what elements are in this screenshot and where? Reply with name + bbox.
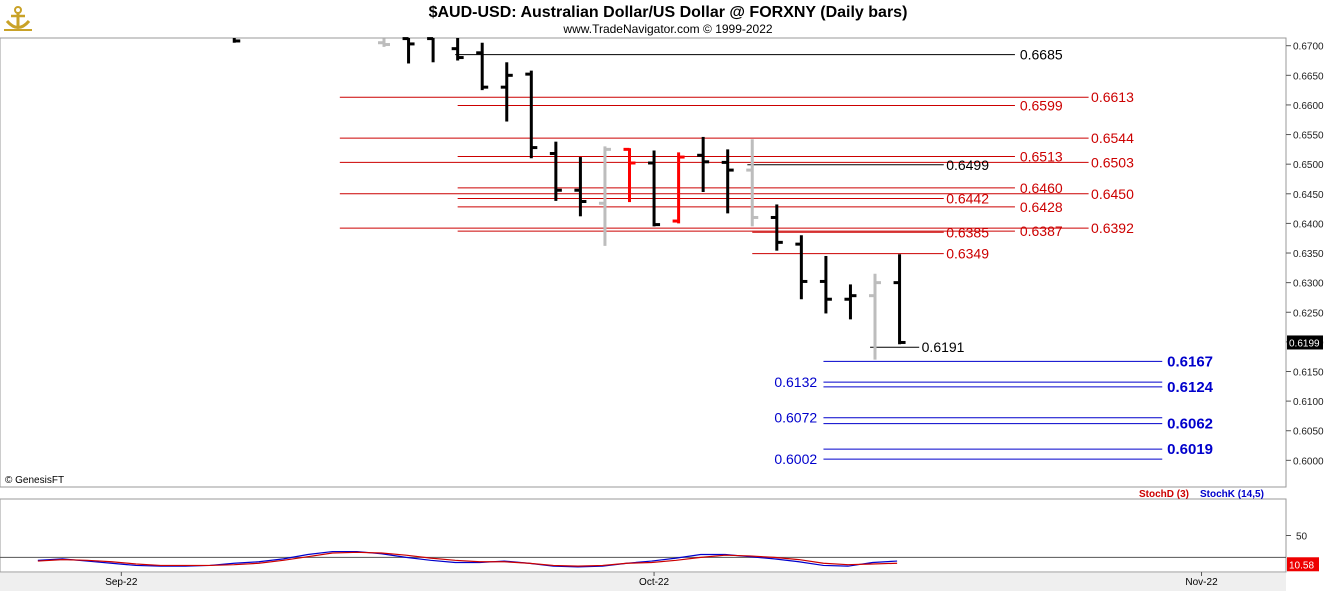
price-tick-label: 0.6500 — [1293, 160, 1324, 171]
level-label: 0.6072 — [774, 410, 817, 426]
ohlc-bar — [844, 284, 857, 320]
stochastic-panel — [0, 498, 1287, 573]
level-label: 0.6460 — [1020, 180, 1063, 196]
level-label: 0.6062 — [1167, 416, 1213, 433]
ohlc-bar — [378, 38, 391, 47]
ohlc-bar — [869, 273, 882, 360]
ohlc-bar — [770, 204, 783, 251]
ohlc-bar — [721, 149, 734, 214]
ohlc-bar — [697, 136, 710, 193]
price-tick-label: 0.6250 — [1293, 308, 1324, 319]
price-tick-label: 0.6650 — [1293, 71, 1324, 82]
level-label: 0.6392 — [1091, 220, 1134, 236]
level-label: 0.6599 — [1020, 98, 1063, 114]
ohlc-bar — [795, 235, 808, 300]
level-label: 0.6428 — [1020, 199, 1063, 215]
time-axis-labels: Sep-22 Oct-22 Nov-22 — [105, 572, 1218, 588]
ohlc-bar — [500, 62, 513, 122]
ohlc-bar — [819, 255, 832, 314]
stochd-line — [37, 551, 898, 567]
stoch-value-label: 10.58 — [1289, 560, 1314, 571]
level-label: 0.6685 — [1020, 47, 1063, 63]
price-tick-label: 0.6000 — [1293, 456, 1324, 467]
ohlc-bar — [746, 139, 759, 227]
ohlc-bar — [451, 38, 464, 61]
stoch-value-box — [1287, 557, 1319, 572]
support-resistance-levels: 0.6685 0.6613 0.6599 0.6544 0.6513 0.6503 0.64… — [339, 47, 1214, 467]
time-tick-label: Oct-22 — [639, 577, 669, 588]
level-label: 0.6385 — [946, 224, 989, 240]
watermark: © GenesisFT — [5, 475, 64, 486]
price-tick-label: 0.6150 — [1293, 367, 1324, 378]
level-label: 0.6544 — [1091, 130, 1134, 146]
ohlc-bar — [598, 146, 611, 246]
level-label: 0.6132 — [774, 374, 817, 390]
ohlc-bar — [476, 42, 489, 91]
chart-title: $AUD-USD: Australian Dollar/US Dollar @ … — [429, 4, 908, 21]
legend-stochk: StochK (14,5) — [1200, 489, 1264, 500]
level-label: 0.6387 — [1020, 223, 1063, 239]
price-bars — [232, 37, 906, 360]
ohlc-bar — [648, 150, 661, 227]
level-label: 0.6442 — [946, 191, 989, 207]
time-tick-label: Sep-22 — [105, 577, 138, 588]
ohlc-bar — [525, 70, 538, 159]
level-label: 0.6002 — [774, 451, 817, 467]
level-label: 0.6499 — [946, 157, 989, 173]
level-label: 0.6513 — [1020, 148, 1063, 164]
price-tick-label: 0.6600 — [1293, 101, 1324, 112]
price-tick-label: 0.6300 — [1293, 279, 1324, 290]
level-label: 0.6019 — [1167, 441, 1213, 458]
time-axis — [0, 573, 1286, 591]
price-tick-label: 0.6100 — [1293, 397, 1324, 408]
price-axis: 0.6700 0.6650 0.6600 0.6550 0.6500 0.6450 0.64… — [1286, 42, 1324, 467]
price-tick-label: 0.6350 — [1293, 249, 1324, 260]
ohlc-bar — [402, 37, 415, 64]
last-price-box — [1287, 335, 1323, 350]
header: $AUD-USD: Australian Dollar/US Dollar @ … — [4, 4, 907, 36]
ohlc-bar — [549, 141, 562, 201]
ohlc-bar — [232, 38, 241, 43]
level-label: 0.6167 — [1167, 353, 1213, 370]
anchor-logo-icon — [4, 6, 32, 31]
level-label: 0.6613 — [1091, 89, 1134, 105]
ohlc-bar — [427, 37, 435, 63]
price-tick-label: 0.6550 — [1293, 131, 1324, 142]
time-tick-label: Nov-22 — [1185, 577, 1218, 588]
ohlc-bar — [574, 157, 587, 217]
price-tick-label: 0.6400 — [1293, 219, 1324, 230]
level-label: 0.6191 — [922, 339, 965, 355]
price-tick-label: 0.6050 — [1293, 427, 1324, 438]
ohlc-bar — [623, 147, 636, 203]
level-label: 0.6450 — [1091, 186, 1134, 202]
price-tick-label: 0.6450 — [1293, 190, 1324, 201]
ohlc-bar — [893, 254, 906, 345]
chart-subtitle: www.TradeNavigator.com © 1999-2022 — [562, 22, 772, 36]
level-label: 0.6349 — [946, 246, 989, 262]
stoch-tick-label: 50 — [1296, 532, 1308, 543]
legend-stochd: StochD (3) — [1139, 489, 1189, 500]
last-price-label: 0.6199 — [1289, 338, 1320, 349]
stochk-line — [37, 550, 898, 568]
level-label: 0.6124 — [1167, 379, 1214, 396]
stochastic-lines: 50 10.58 — [0, 532, 1319, 572]
level-label: 0.6503 — [1091, 154, 1134, 170]
price-panel — [0, 37, 1287, 488]
ohlc-bar — [672, 152, 685, 224]
price-tick-label: 0.6700 — [1293, 42, 1324, 53]
